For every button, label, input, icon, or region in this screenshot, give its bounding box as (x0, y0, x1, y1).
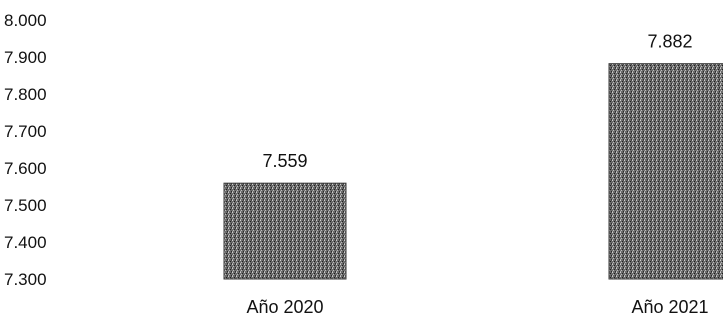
bars (223, 63, 723, 280)
y-tick-label: 7.700 (4, 122, 47, 141)
bar-1 (223, 182, 347, 280)
y-tick-label: 8.000 (4, 11, 47, 30)
y-tick-label: 7.400 (4, 233, 47, 252)
y-axis-ticks: 7.300 7.400 7.500 7.600 7.700 7.800 7.900 8.000 (4, 11, 47, 289)
y-tick-label: 7.500 (4, 196, 47, 215)
category-labels: Año 2020 Año 2021 (246, 297, 708, 317)
y-tick-label: 7.600 (4, 159, 47, 178)
y-tick-label: 7.300 (4, 270, 47, 289)
data-label: 7.559 (262, 151, 307, 171)
category-label: Año 2021 (631, 297, 708, 317)
y-tick-label: 7.900 (4, 48, 47, 67)
data-labels: 7.559 7.882 (262, 32, 692, 172)
bar-2 (608, 63, 723, 280)
category-label: Año 2020 (246, 297, 323, 317)
y-tick-label: 7.800 (4, 85, 47, 104)
data-label: 7.882 (647, 32, 692, 52)
